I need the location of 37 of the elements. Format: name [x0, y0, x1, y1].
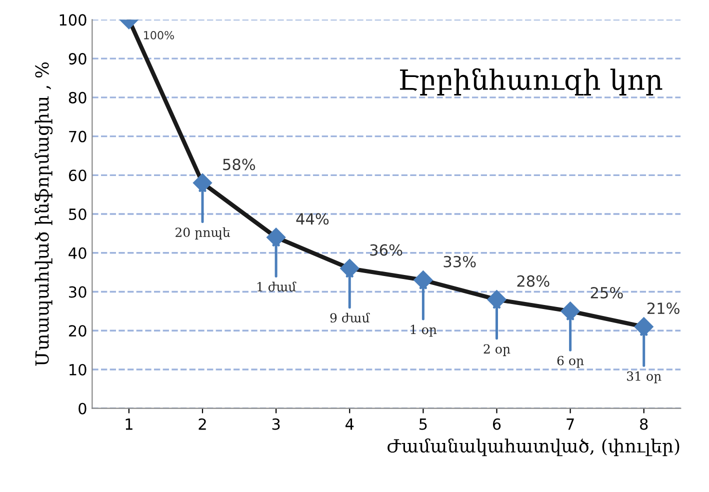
annotation: 6 օր — [557, 356, 584, 368]
annotation: 9 ժամ — [330, 312, 370, 323]
y-tick-label: 90 — [68, 53, 86, 65]
text: Էբբինհաուզի կոր — [400, 68, 662, 96]
annotation: 31 օր — [627, 371, 662, 384]
y-tick-label: 60 — [68, 170, 86, 182]
x-tick-label: 3 — [272, 418, 280, 430]
y-axis-title: Մտապահված ինֆորմացիա , % — [34, 62, 53, 366]
y-tick-label: 80 — [68, 92, 86, 104]
data-label: 28% — [517, 275, 550, 287]
x-tick-label: 2 — [198, 418, 206, 430]
y-tick-label: 50 — [69, 208, 86, 220]
data-label: 21% — [647, 302, 680, 314]
y-tick-label: 70 — [69, 130, 86, 142]
data-label: 33% — [444, 256, 476, 268]
annotation: 2 օր — [484, 344, 510, 356]
x-tick-label: 7 — [566, 418, 574, 430]
x-tick-label: 8 — [640, 418, 648, 430]
y-tick-label: 20 — [68, 325, 86, 337]
x-tick-label: 1 — [126, 418, 132, 430]
x-axis-title: Ժամանակահատված, (փուլեր) — [388, 438, 680, 456]
y-tick-label: 30 — [69, 286, 86, 298]
x-tick-label: 5 — [420, 418, 427, 430]
x-tick-label: 6 — [492, 418, 501, 430]
y-tick-label: 10 — [70, 364, 86, 376]
y-tick-label: 100 — [60, 14, 86, 26]
data-label: 58% — [223, 158, 256, 170]
y-tick-label: 40 — [68, 247, 86, 259]
annotation: 1 օր — [410, 324, 437, 337]
data-label: 25% — [590, 286, 623, 299]
data-label: 100% — [144, 30, 174, 40]
annotation: 20 րոպե — [176, 227, 230, 240]
y-tick-label: 0 — [78, 402, 86, 414]
annotation: 1 ժամ — [257, 282, 296, 292]
data-label: 44% — [296, 213, 329, 225]
data-label: 36% — [370, 244, 402, 256]
x-tick-label: 4 — [346, 418, 354, 430]
